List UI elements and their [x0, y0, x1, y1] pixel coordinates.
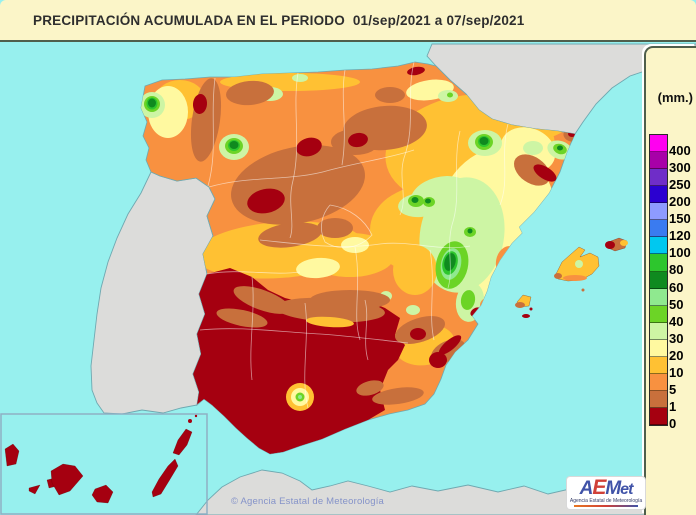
legend-tick-250: 250 [669, 177, 696, 192]
legend-tick-100: 100 [669, 245, 696, 260]
legend-tick-50: 50 [669, 297, 696, 312]
legend-tick-150: 150 [669, 211, 696, 226]
legend-tick-40: 40 [669, 314, 696, 329]
legend-tick-400: 400 [669, 143, 696, 158]
precipitation-map [0, 0, 696, 515]
legend-tick-0: 0 [669, 416, 696, 431]
legend-tick-10: 10 [669, 365, 696, 380]
legend-tick-300: 300 [669, 160, 696, 175]
legend-tick-5: 5 [669, 382, 696, 397]
aemet-logo-letter: M [605, 478, 620, 499]
legend-tick-60: 60 [669, 280, 696, 295]
legend-panel: (mm.) 4003002502001501201008060504030201… [644, 46, 696, 515]
legend-tick-30: 30 [669, 331, 696, 346]
legend-tick-200: 200 [669, 194, 696, 209]
page-title: PRECIPITACIÓN ACUMULADA EN EL PERIODO 01… [0, 13, 524, 28]
aemet-logo-letter: e [620, 481, 628, 498]
title-bar: PRECIPITACIÓN ACUMULADA EN EL PERIODO 01… [0, 0, 696, 42]
aemet-logo-caption: Agencia Estatal de Meteorología [570, 499, 642, 504]
legend-tick-labels: 40030025020015012010080605040302010510 [646, 48, 696, 515]
legend-tick-1: 1 [669, 399, 696, 414]
legend-tick-80: 80 [669, 262, 696, 277]
aemet-logo-word: AEMet [580, 479, 633, 499]
aemet-logo: AEMet Agencia Estatal de Meteorología [567, 477, 645, 509]
aemet-logo-letter: A [580, 478, 593, 499]
aemet-logo-colorbar [574, 505, 638, 507]
aemet-precipitation-window: PRECIPITACIÓN ACUMULADA EN EL PERIODO 01… [0, 0, 696, 515]
legend-tick-120: 120 [669, 228, 696, 243]
legend-tick-20: 20 [669, 348, 696, 363]
copyright-text: © Agencia Estatal de Meteorología [231, 496, 384, 507]
aemet-logo-letter: t [628, 481, 632, 498]
aemet-logo-letter: E [592, 476, 605, 499]
